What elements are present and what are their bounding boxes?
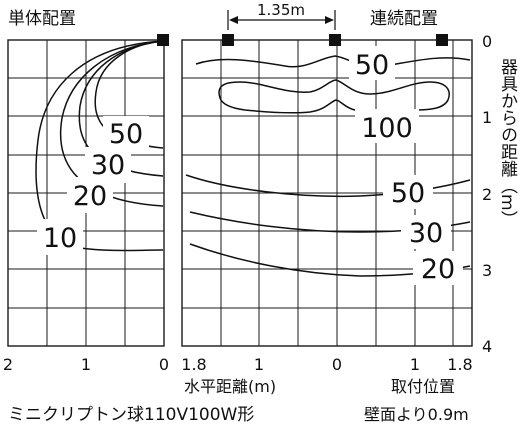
left-tick-1: 1 <box>81 355 91 374</box>
single-panel: 50 30 20 10 <box>7 34 169 347</box>
single-label-10: 10 <box>43 223 77 254</box>
spacing-dimension <box>227 10 336 30</box>
left-tick-2: 2 <box>3 355 13 374</box>
contour-50-top <box>195 55 471 68</box>
contour-50-lower <box>185 174 471 198</box>
continuous-title: 連続配置 <box>370 9 438 29</box>
right-panel-tick-left-1.8: 1.8 <box>181 355 206 374</box>
contour-100 <box>218 79 450 114</box>
right-panel-tick-0: 0 <box>332 355 342 374</box>
single-grid <box>7 39 165 347</box>
continuous-label-20: 20 <box>421 254 455 285</box>
spacing-label: 1.35m <box>257 1 305 19</box>
luminaire-marker <box>157 34 169 46</box>
single-label-20: 20 <box>73 181 107 212</box>
right-tick-4: 4 <box>482 337 492 356</box>
continuous-label-50-top: 50 <box>355 50 389 81</box>
mount-position-label: 取付位置 <box>391 377 455 396</box>
single-label-30: 30 <box>91 150 125 181</box>
right-panel-tick-right-1.8: 1.8 <box>447 355 472 374</box>
right-tick-2: 2 <box>482 185 492 204</box>
right-panel-tick-right-1: 1 <box>410 355 420 374</box>
contour-10 <box>35 40 164 252</box>
right-tick-1: 1 <box>482 108 492 127</box>
right-panel-tick-left-1: 1 <box>254 355 264 374</box>
continuous-label-50-lower: 50 <box>391 178 425 209</box>
right-tick-3: 3 <box>482 261 492 280</box>
continuous-label-30: 30 <box>409 218 443 249</box>
continuous-label-100: 100 <box>361 113 413 144</box>
x-axis-label: 水平距離(m) <box>184 377 276 396</box>
single-label-50: 50 <box>109 119 143 150</box>
single-title: 単体配置 <box>8 9 76 29</box>
right-axis-label: 器具からの距離（m） <box>497 58 518 228</box>
right-tick-0: 0 <box>482 32 492 51</box>
mount-distance-label: 壁面より0.9m <box>364 405 469 424</box>
continuous-panel: 1.35m 50 100 50 30 20 <box>181 1 473 347</box>
lamp-label: ミニクリプトン球110V100W形 <box>8 405 254 425</box>
left-tick-0: 0 <box>159 355 169 374</box>
luminaire-markers <box>222 34 448 46</box>
